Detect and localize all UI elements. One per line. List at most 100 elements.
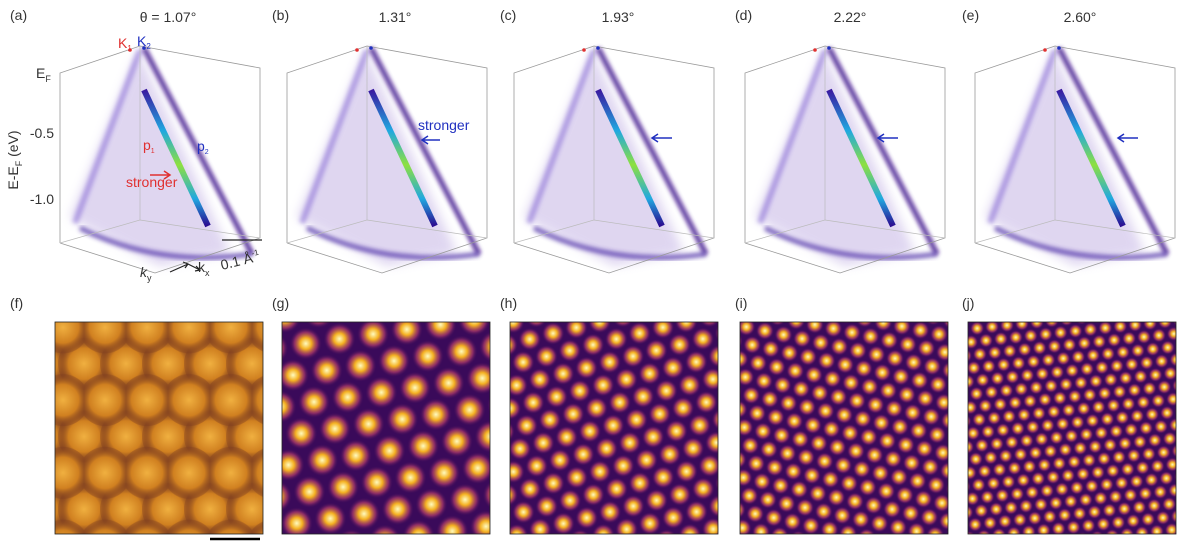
k-dot bbox=[827, 46, 831, 50]
band-bright bbox=[1056, 88, 1126, 228]
p2-sub: 2 bbox=[205, 149, 209, 156]
arrow bbox=[650, 133, 672, 143]
arpes-panel bbox=[513, 45, 715, 274]
kx-sub: x bbox=[205, 268, 210, 278]
arpes-glow bbox=[985, 50, 1145, 266]
box-edge bbox=[366, 219, 488, 239]
arpes-glow bbox=[70, 50, 230, 266]
box-edge bbox=[1054, 219, 1176, 239]
k-dot bbox=[128, 48, 132, 52]
band-right bbox=[368, 46, 482, 256]
tick-main: -0.5 bbox=[30, 125, 54, 141]
axis-title-unit: (eV) bbox=[5, 130, 21, 160]
band-bottom bbox=[305, 225, 480, 261]
band-right bbox=[141, 46, 255, 256]
k2-main: K bbox=[137, 33, 147, 49]
panel-angle: 1.31° bbox=[379, 9, 412, 25]
axis-title-sub: F bbox=[14, 160, 24, 166]
band-left bbox=[757, 48, 828, 225]
arrow bbox=[150, 170, 172, 180]
k-dot bbox=[142, 46, 146, 50]
box-edge bbox=[513, 45, 715, 274]
band-bright bbox=[141, 88, 211, 228]
k-dot bbox=[1057, 46, 1061, 50]
band-bright bbox=[595, 88, 665, 228]
panel-label: (h) bbox=[500, 295, 517, 311]
panel-angle: θ = 1.07° bbox=[140, 9, 197, 25]
p1-label: p1 bbox=[143, 137, 155, 155]
panel-label: (c) bbox=[500, 7, 516, 23]
p2-label: p2 bbox=[197, 138, 209, 156]
scale-label: 0.1 Å-1 bbox=[219, 248, 262, 273]
stm-image bbox=[281, 321, 491, 535]
arrow bbox=[420, 135, 440, 145]
band-left bbox=[299, 48, 370, 225]
tick-main: E bbox=[36, 65, 45, 81]
ky-sub: y bbox=[147, 273, 152, 283]
k-axes bbox=[169, 261, 202, 273]
stronger-label: stronger bbox=[418, 117, 470, 133]
ky-label: ky bbox=[140, 264, 152, 283]
panel-label: (f) bbox=[10, 295, 23, 311]
k2-label: K2 bbox=[137, 33, 151, 51]
box-edge bbox=[593, 219, 715, 239]
k-dot bbox=[369, 46, 373, 50]
band-right bbox=[1056, 46, 1170, 256]
panel-angle: 2.60° bbox=[1064, 9, 1097, 25]
panel-label: (j) bbox=[962, 295, 974, 311]
box-edge bbox=[744, 45, 946, 274]
k1-label: K1 bbox=[118, 35, 132, 53]
arrow bbox=[876, 133, 898, 143]
band-bottom bbox=[78, 225, 253, 261]
box-edge bbox=[286, 45, 488, 274]
arrow bbox=[1116, 133, 1138, 143]
k-dot bbox=[813, 48, 817, 52]
k-dot bbox=[582, 48, 586, 52]
panel-label: (b) bbox=[272, 7, 289, 23]
stm-image bbox=[739, 321, 949, 535]
box-edge bbox=[974, 45, 1176, 274]
stm-image bbox=[967, 321, 1177, 535]
k-dot bbox=[355, 48, 359, 52]
arpes-glow bbox=[524, 50, 684, 266]
panel-label: (d) bbox=[735, 7, 752, 23]
k-dot bbox=[1043, 48, 1047, 52]
arpes-glow bbox=[755, 50, 915, 266]
tick-main: -1.0 bbox=[30, 191, 54, 207]
scale-main: 0.1 Å bbox=[219, 249, 255, 273]
p1-sub: 1 bbox=[151, 148, 155, 155]
arpes-panel bbox=[744, 45, 946, 274]
k1-sub: 1 bbox=[127, 44, 132, 53]
stronger-label: stronger bbox=[126, 174, 178, 190]
axis-title-main: E-E bbox=[5, 166, 21, 189]
k1-main: K bbox=[118, 35, 128, 51]
ky-main: k bbox=[140, 264, 148, 280]
tick-label: -0.5 bbox=[30, 125, 54, 141]
box-edge bbox=[139, 219, 261, 239]
panel-label: (a) bbox=[10, 7, 27, 23]
band-left bbox=[72, 48, 143, 225]
p1-main: p bbox=[143, 137, 151, 153]
band-bottom bbox=[532, 225, 707, 261]
box-edge bbox=[824, 219, 946, 239]
panel-angle: 2.22° bbox=[834, 9, 867, 25]
kx-label: kx bbox=[198, 259, 210, 278]
arpes-panel bbox=[974, 45, 1176, 274]
p2-main: p bbox=[197, 138, 205, 154]
scale-sup: -1 bbox=[251, 248, 261, 259]
panel-label: (e) bbox=[962, 7, 979, 23]
band-bright bbox=[826, 88, 896, 228]
kx-main: k bbox=[198, 259, 206, 275]
k2-sub: 2 bbox=[146, 42, 151, 51]
band-bottom bbox=[993, 225, 1168, 261]
panel-angle: 1.93° bbox=[602, 9, 635, 25]
band-bottom bbox=[763, 225, 938, 261]
box-edge bbox=[59, 45, 261, 274]
panel-label: (i) bbox=[735, 295, 747, 311]
tick-sub: F bbox=[45, 74, 51, 84]
arpes-glow bbox=[297, 50, 457, 266]
arpes-panel bbox=[59, 45, 261, 274]
stm-image bbox=[54, 321, 264, 535]
axis-title: E-EF (eV) bbox=[5, 130, 24, 189]
